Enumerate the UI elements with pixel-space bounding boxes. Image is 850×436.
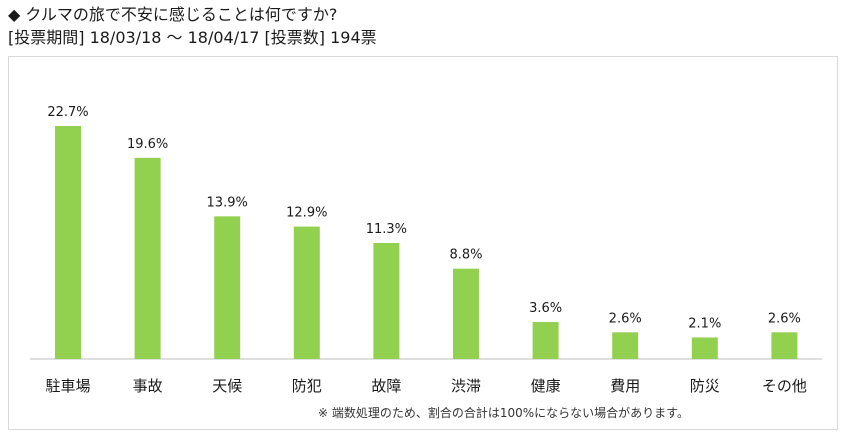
category-label-6: 健康 bbox=[531, 377, 561, 395]
bar-9 bbox=[771, 332, 798, 359]
value-label-3: 12.9% bbox=[286, 206, 327, 221]
value-label-4: 11.3% bbox=[366, 222, 407, 237]
footnote: ※ 端数処理のため、割合の合計は100%にならない場合があります。 bbox=[318, 406, 689, 420]
category-label-0: 駐車場 bbox=[45, 377, 90, 395]
bar-7 bbox=[612, 332, 639, 359]
value-label-2: 13.9% bbox=[207, 195, 248, 210]
bar-3 bbox=[293, 226, 320, 359]
value-label-1: 19.6% bbox=[127, 137, 168, 152]
category-label-3: 防犯 bbox=[292, 377, 322, 395]
value-label-0: 22.7% bbox=[47, 105, 88, 120]
category-label-5: 渋滞 bbox=[451, 377, 481, 395]
category-label-9: その他 bbox=[762, 377, 807, 395]
value-label-9: 2.6% bbox=[768, 311, 801, 326]
bar-4 bbox=[373, 243, 400, 359]
voting-period: [投票期間] 18/03/18 〜 18/04/17 [投票数] 194票 bbox=[8, 28, 377, 47]
chart-title: ◆ クルマの旅で不安に感じることは何ですか? bbox=[8, 5, 338, 24]
bar-1 bbox=[134, 157, 161, 359]
category-label-2: 天候 bbox=[212, 377, 242, 395]
chart-header: ◆ クルマの旅で不安に感じることは何ですか? [投票期間] 18/03/18 〜… bbox=[8, 4, 377, 50]
bar-8 bbox=[691, 337, 718, 359]
value-label-6: 3.6% bbox=[529, 301, 562, 316]
value-label-5: 8.8% bbox=[449, 248, 482, 263]
category-label-8: 防災 bbox=[690, 377, 720, 395]
bar-6 bbox=[532, 322, 559, 359]
bar-0 bbox=[55, 126, 81, 359]
value-label-7: 2.6% bbox=[609, 311, 642, 326]
bar-2 bbox=[214, 216, 241, 359]
category-label-4: 故障 bbox=[371, 377, 401, 395]
value-label-8: 2.1% bbox=[688, 316, 721, 331]
category-label-7: 費用 bbox=[610, 377, 640, 395]
category-label-1: 事故 bbox=[133, 377, 163, 395]
bar-5 bbox=[453, 268, 479, 359]
